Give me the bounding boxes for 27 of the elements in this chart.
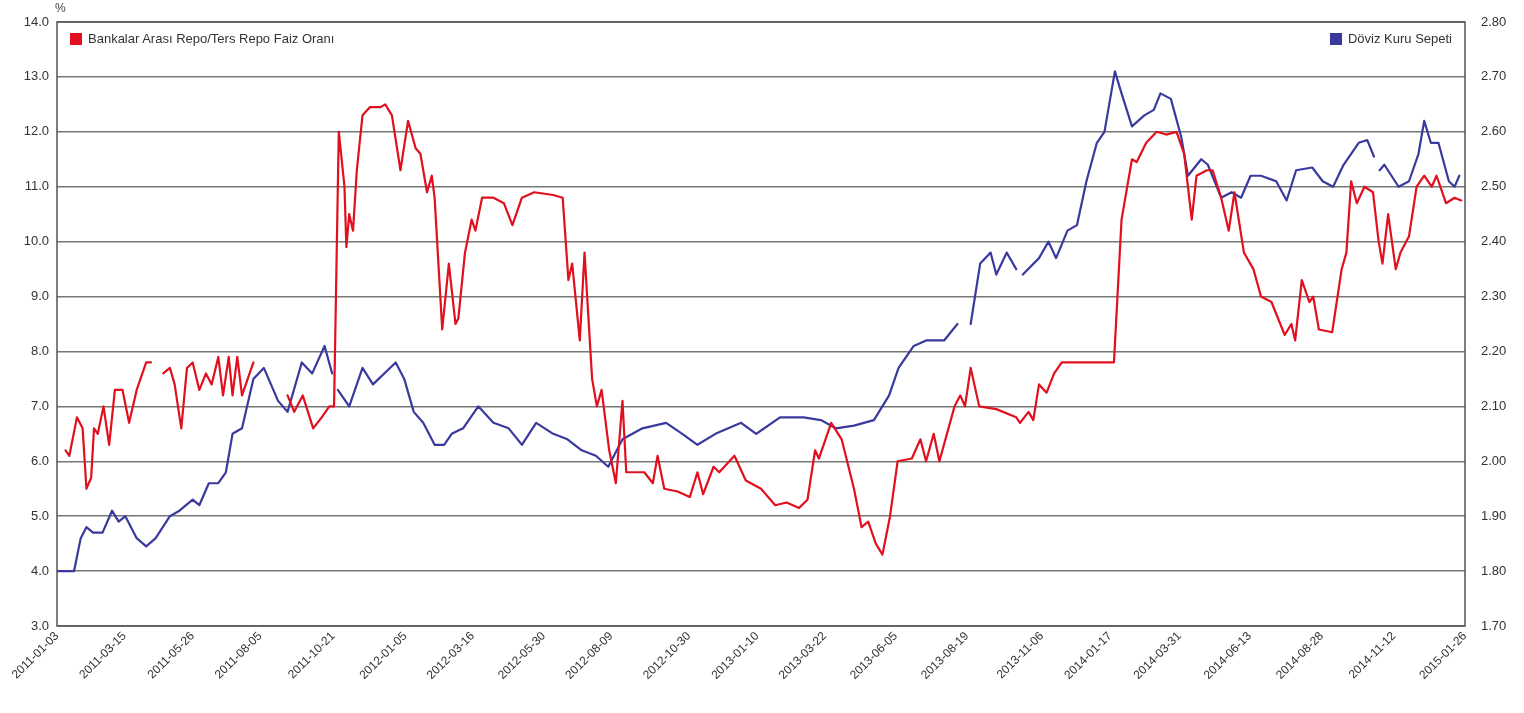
y2-tick-label: 2.50 [1481, 178, 1507, 194]
y2-tick-label: 1.70 [1481, 617, 1507, 633]
y2-tick-label: 2.70 [1481, 68, 1507, 84]
y-tick-label: 14.0 [23, 13, 49, 29]
y-tick-label: 9.0 [30, 288, 49, 304]
y-tick-label: 13.0 [23, 68, 49, 84]
y2-tick-label: 2.40 [1481, 233, 1507, 249]
y2-tick-label: 1.80 [1481, 562, 1507, 578]
y-tick-label: 7.0 [30, 397, 49, 413]
y2-tick-label: 2.60 [1481, 123, 1507, 139]
y2-tick-label: 2.30 [1481, 288, 1507, 304]
y2-tick-label: 2.80 [1481, 13, 1507, 29]
y2-tick-label: 1.90 [1481, 507, 1507, 523]
y-tick-label: 5.0 [30, 507, 49, 523]
y-tick-label: 4.0 [30, 562, 49, 578]
legend-label: Döviz Kuru Sepeti [1347, 31, 1452, 46]
y-tick-label: 3.0 [30, 617, 49, 633]
y2-tick-label: 2.00 [1481, 452, 1507, 468]
y-tick-label: 10.0 [23, 233, 49, 249]
y-tick-label: 8.0 [30, 343, 49, 359]
y2-tick-label: 2.10 [1481, 397, 1507, 413]
y-tick-label: 12.0 [23, 123, 49, 139]
y-axis-title: % [55, 1, 66, 15]
y2-tick-label: 2.20 [1481, 343, 1507, 359]
y-tick-label: 11.0 [24, 178, 49, 194]
legend-label: Bankalar Arası Repo/Ters Repo Faiz Oranı [88, 31, 335, 46]
y-tick-label: 6.0 [30, 452, 49, 468]
